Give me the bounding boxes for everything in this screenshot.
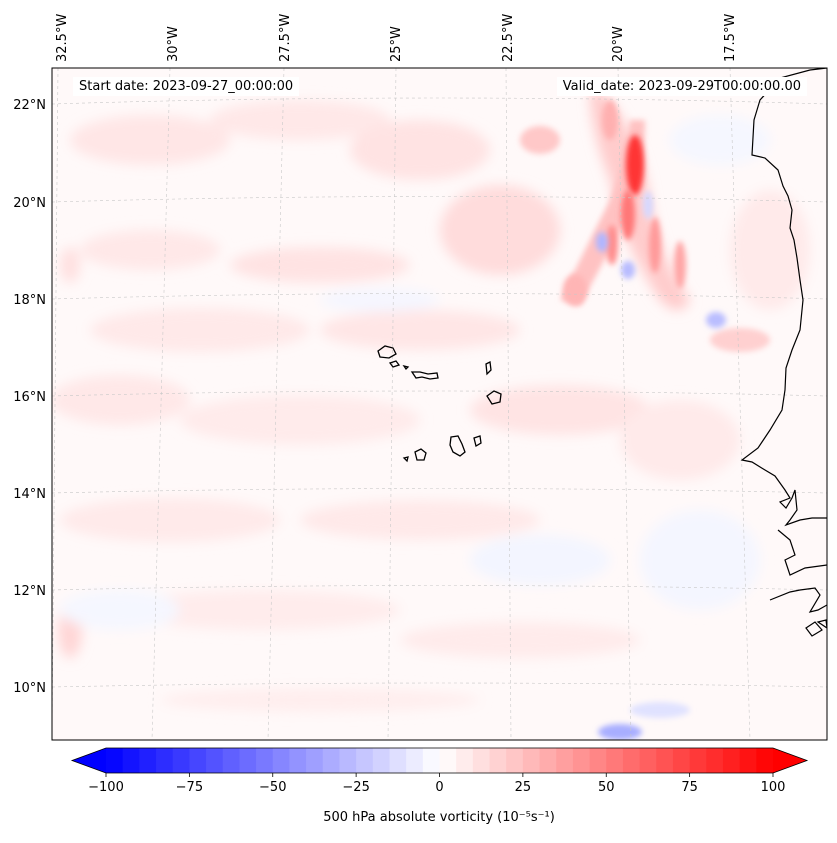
colorbar-cell xyxy=(172,748,190,773)
sao-nicolau-island xyxy=(410,371,439,380)
fogo-island xyxy=(414,448,427,461)
santo-antao-island xyxy=(377,345,397,359)
colorbar-cell xyxy=(206,748,224,773)
colorbar-cell xyxy=(622,748,641,773)
colorbar-cell xyxy=(689,748,707,773)
lat-label-18n: 18°N xyxy=(13,293,46,308)
colorbar-cell xyxy=(139,748,157,773)
colorbar-cell xyxy=(472,748,491,773)
brava-island xyxy=(402,456,409,463)
colorbar-cell xyxy=(739,748,757,773)
colorbar-cell xyxy=(122,748,140,773)
latitude-labels: 22°N 20°N 18°N 16°N 14°N 12°N 10°N xyxy=(13,98,46,696)
colorbar: −100 −75 −50 −25 0 25 50 75 100 500 hPa absolute… xyxy=(70,747,809,825)
colorbar-cell xyxy=(222,748,241,773)
colorbar-cell xyxy=(289,748,307,773)
lon-label-30w: 30°W xyxy=(166,26,181,62)
colorbar-cell xyxy=(422,748,441,773)
colorbar-tick-label: −50 xyxy=(259,780,286,795)
africa-coastline xyxy=(740,68,827,527)
colorbar-tick-label: 25 xyxy=(515,780,532,795)
lat-label-20n: 20°N xyxy=(13,196,46,211)
colorbar-cell xyxy=(539,748,557,773)
colorbar-cell xyxy=(722,748,741,773)
colorbar-cell xyxy=(406,748,424,773)
lat-label-12n: 12°N xyxy=(13,584,46,599)
lon-label-20w: 20°W xyxy=(611,26,626,62)
colorbar-cell xyxy=(439,748,457,773)
lat-label-16n: 16°N xyxy=(13,390,46,405)
sao-vicente-island xyxy=(388,360,401,368)
coastline-segment-gambia xyxy=(777,529,827,576)
boa-vista-island xyxy=(486,390,502,405)
lon-label-25w: 25°W xyxy=(389,26,404,62)
santiago-island xyxy=(449,435,466,457)
colorbar-ticks: −100 −75 −50 −25 0 25 50 75 100 xyxy=(88,773,785,795)
vorticity-maximum xyxy=(520,90,770,352)
colorbar-tick-label: −100 xyxy=(88,780,124,795)
colorbar-cell xyxy=(489,748,507,773)
lat-label-22n: 22°N xyxy=(13,98,46,113)
colorbar-cell xyxy=(272,748,291,773)
colorbar-extend-low xyxy=(72,748,106,773)
map-panel xyxy=(51,67,828,741)
longitude-labels: 32.5°W 30°W 27.5°W 25°W 22.5°W 20°W 17.5… xyxy=(55,14,738,62)
lon-label-32-5w: 32.5°W xyxy=(55,14,70,62)
valid-date-label: Valid_date: 2023-09-29T00:00:00.00 xyxy=(556,77,807,96)
coastline-segment-guinea xyxy=(769,587,827,613)
colorbar-cell xyxy=(572,748,591,773)
colorbar-tick-label: 0 xyxy=(435,780,443,795)
colorbar-cell xyxy=(672,748,691,773)
colorbar-cell xyxy=(506,748,524,773)
sal-island xyxy=(485,361,492,376)
colorbar-cell xyxy=(556,748,574,773)
colorbar-cell xyxy=(639,748,657,773)
colorbar-cell xyxy=(606,748,624,773)
colorbar-tick-label: 50 xyxy=(598,780,615,795)
colorbar-cell xyxy=(456,748,474,773)
colorbar-cell xyxy=(706,748,724,773)
colorbar-tick-label: 100 xyxy=(761,780,786,795)
start-date-label: Start date: 2023-09-27_00:00:00 xyxy=(73,77,300,96)
colorbar-cell xyxy=(656,748,674,773)
maio-island xyxy=(473,435,482,448)
colorbar-cell xyxy=(522,748,541,773)
colorbar-cell xyxy=(239,748,257,773)
lon-label-22-5w: 22.5°W xyxy=(501,14,516,62)
colorbar-cell xyxy=(389,748,407,773)
santa-luzia-island xyxy=(402,364,410,371)
colorbar-cells xyxy=(106,748,774,773)
graticule xyxy=(52,68,827,740)
lon-label-27-5w: 27.5°W xyxy=(278,14,293,62)
colorbar-cell xyxy=(306,748,324,773)
colorbar-cell xyxy=(156,748,174,773)
lon-label-17-5w: 17.5°W xyxy=(723,14,738,62)
colorbar-cell xyxy=(589,748,607,773)
colorbar-cell xyxy=(339,748,357,773)
colorbar-label: 500 hPa absolute vorticity (10⁻⁵s⁻¹) xyxy=(323,810,555,825)
colorbar-tick-label: −25 xyxy=(342,780,369,795)
colorbar-tick-label: 75 xyxy=(681,780,698,795)
colorbar-cell xyxy=(372,748,391,773)
vorticity-field xyxy=(52,100,810,712)
colorbar-cell xyxy=(106,748,124,773)
lat-label-14n: 14°N xyxy=(13,487,46,502)
cape-verde-islands xyxy=(377,345,502,463)
lat-label-10n: 10°N xyxy=(13,681,46,696)
colorbar-cell xyxy=(256,748,274,773)
colorbar-cell xyxy=(189,748,207,773)
colorbar-extend-high xyxy=(773,748,807,773)
colorbar-cell xyxy=(756,748,774,773)
colorbar-cell xyxy=(356,748,374,773)
map-frame xyxy=(51,67,828,741)
colorbar-tick-label: −75 xyxy=(176,780,203,795)
colorbar-cell xyxy=(322,748,341,773)
